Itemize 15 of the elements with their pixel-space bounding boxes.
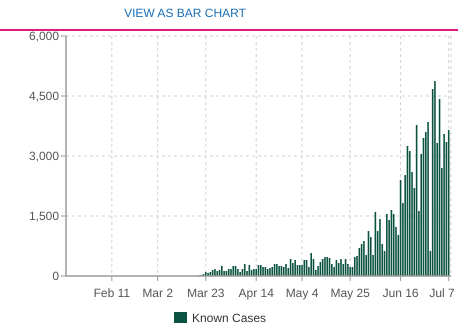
x-tick-label: Mar 2 xyxy=(142,286,174,300)
y-tick-label: 4,500 xyxy=(28,89,60,104)
legend-label: Known Cases xyxy=(192,311,266,325)
chart-title: VIEW AS BAR CHART xyxy=(124,6,247,20)
x-tick-label: Mar 23 xyxy=(187,286,225,300)
y-tick-label: 0 xyxy=(52,269,60,284)
y-tick-label: 1,500 xyxy=(28,209,60,224)
x-tick-label: May 4 xyxy=(286,286,319,300)
y-tick-label: 6,000 xyxy=(28,29,60,44)
x-tick-label: Jul 7 xyxy=(429,286,455,300)
x-tick-label: Feb 11 xyxy=(94,286,130,300)
y-tick-label: 3,000 xyxy=(28,149,60,164)
x-tick-label: May 25 xyxy=(330,286,370,300)
x-tick-label: Apr 14 xyxy=(238,286,274,300)
x-tick-label: Jun 16 xyxy=(382,286,419,300)
